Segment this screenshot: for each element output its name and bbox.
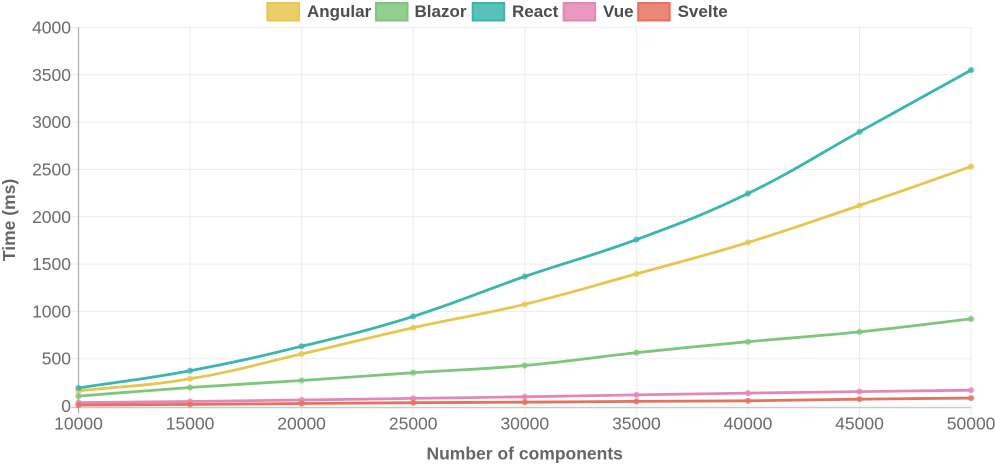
svg-text:Vue: Vue <box>603 2 634 21</box>
svg-text:2500: 2500 <box>32 159 71 179</box>
svg-text:40000: 40000 <box>724 414 773 434</box>
svg-text:500: 500 <box>42 349 71 369</box>
svg-text:25000: 25000 <box>389 414 438 434</box>
svg-text:1500: 1500 <box>32 254 71 274</box>
svg-text:3000: 3000 <box>32 112 71 132</box>
svg-text:Blazor: Blazor <box>415 2 467 21</box>
svg-text:Angular: Angular <box>307 2 372 21</box>
svg-text:Svelte: Svelte <box>678 2 728 21</box>
svg-text:0: 0 <box>61 396 71 416</box>
svg-text:20000: 20000 <box>277 414 326 434</box>
svg-text:35000: 35000 <box>612 414 661 434</box>
svg-text:10000: 10000 <box>54 414 103 434</box>
svg-text:2000: 2000 <box>32 207 71 227</box>
svg-text:15000: 15000 <box>166 414 215 434</box>
svg-text:3500: 3500 <box>32 65 71 85</box>
svg-text:50000: 50000 <box>947 414 995 434</box>
svg-text:30000: 30000 <box>500 414 549 434</box>
svg-text:Time (ms): Time (ms) <box>0 179 19 261</box>
svg-text:Number of components: Number of components <box>426 444 623 464</box>
svg-text:4000: 4000 <box>32 18 71 38</box>
svg-text:React: React <box>512 2 559 21</box>
svg-text:1000: 1000 <box>32 301 71 321</box>
svg-text:45000: 45000 <box>835 414 884 434</box>
